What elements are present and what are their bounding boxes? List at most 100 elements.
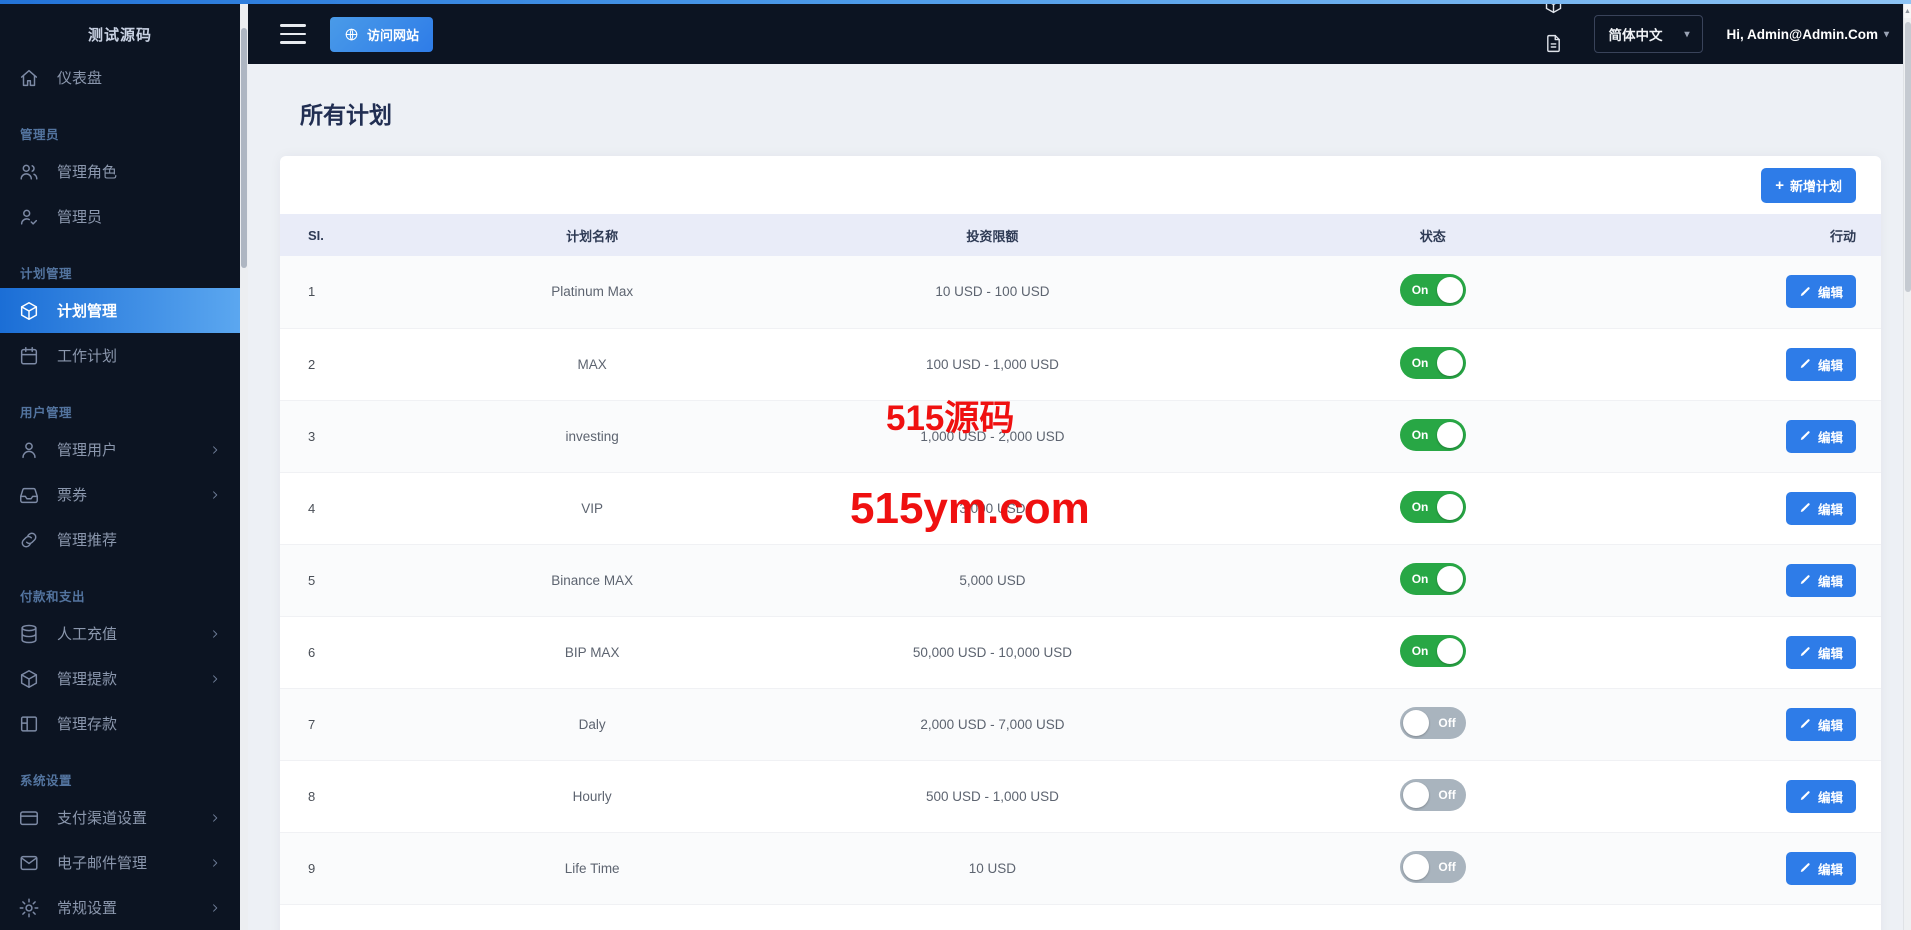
status-toggle[interactable]: Off [1399, 778, 1466, 811]
sidebar-section-label: 系统设置 [20, 774, 73, 788]
cell-investment-limit: 5,000 USD [776, 544, 1209, 617]
sidebar-scrollbar-thumb[interactable] [241, 28, 247, 268]
globe-icon [344, 27, 359, 42]
chevron-right-icon [208, 443, 222, 457]
cell-plan-name: Platinum Max [408, 256, 777, 329]
page-title: 所有计划 [300, 102, 392, 128]
chevron-right-icon [208, 856, 222, 870]
page-scrollbar[interactable]: ▲ [1903, 4, 1911, 930]
edit-button[interactable]: 编辑 [1785, 851, 1856, 885]
pencil-icon [1799, 790, 1811, 802]
sidebar-item[interactable]: 管理用户 [0, 427, 240, 472]
sidebar-item-label: 电子邮件管理 [57, 855, 148, 872]
sidebar-item[interactable]: 计划管理 [0, 288, 240, 333]
menu-toggle-button[interactable] [280, 24, 306, 44]
cell-si: 1 [280, 256, 409, 329]
user-menu[interactable]: Hi, Admin@Admin.Com ▾ [1727, 27, 1889, 42]
cell-status: On [1208, 328, 1657, 401]
sidebar-item[interactable]: 工作计划 [0, 333, 240, 378]
status-toggle[interactable]: On [1399, 634, 1466, 667]
edit-button[interactable]: 编辑 [1785, 419, 1856, 453]
toggle-knob [1436, 493, 1463, 520]
edit-button[interactable]: 编辑 [1785, 491, 1856, 525]
cell-plan-name: BIP MAX [408, 616, 777, 689]
cell-action: 编辑 [1656, 256, 1881, 329]
cell-investment-limit: 50,000 USD - 10,000 USD [776, 616, 1209, 689]
pencil-icon [1799, 646, 1811, 658]
sidebar-item[interactable]: 管理提款 [0, 656, 240, 701]
cell-action: 编辑 [1656, 616, 1881, 689]
file-text-icon[interactable] [1543, 33, 1568, 54]
status-toggle[interactable]: On [1399, 346, 1466, 379]
status-toggle[interactable]: Off [1399, 850, 1466, 883]
sidebar-item[interactable]: 票券 [0, 472, 240, 517]
table-row: 5 Binance MAX 5,000 USD On 编辑 [280, 544, 1881, 617]
edit-button-label: 编辑 [1817, 790, 1843, 805]
page-scrollbar-thumb[interactable] [1905, 22, 1911, 292]
visit-site-button[interactable]: 访问网站 [330, 16, 434, 52]
language-select[interactable]: 简体中文 ▾ [1593, 15, 1703, 53]
add-plan-label: 新增计划 [1789, 178, 1842, 194]
scroll-up-arrow[interactable]: ▲ [1904, 4, 1911, 18]
sidebar-item[interactable]: 常规设置 [0, 885, 240, 930]
toggle-state-label: On [1411, 499, 1429, 514]
toggle-knob [1402, 781, 1429, 808]
cell-si: 3 [280, 400, 409, 473]
sidebar-section-label: 管理员 [20, 128, 60, 142]
sidebar-item[interactable]: 电子邮件管理 [0, 840, 240, 885]
header-limit: 投资限额 [776, 214, 1209, 256]
pencil-icon [1799, 718, 1811, 730]
sidebar-item[interactable]: 管理角色 [0, 149, 240, 194]
table-row: 1 Platinum Max 10 USD - 100 USD On 编辑 [280, 256, 1881, 329]
edit-button[interactable]: 编辑 [1785, 635, 1856, 669]
cell-status: On [1208, 616, 1657, 689]
status-toggle[interactable]: On [1399, 562, 1466, 595]
cell-action: 编辑 [1656, 328, 1881, 401]
cell-status: On [1208, 400, 1657, 473]
brand-title: 测试源码 [87, 27, 152, 44]
status-toggle[interactable]: On [1399, 274, 1466, 307]
layout-icon [18, 713, 40, 735]
sidebar-scrollbar[interactable] [240, 4, 248, 930]
user-check-icon [18, 206, 40, 228]
table-row: 7 Daly 2,000 USD - 7,000 USD Off 编辑 [280, 688, 1881, 761]
table-row-partial [280, 904, 1881, 930]
sidebar-item[interactable]: 管理存款 [0, 701, 240, 746]
toggle-state-label: Off [1438, 715, 1456, 730]
edit-button[interactable]: 编辑 [1785, 275, 1856, 309]
sidebar-item[interactable]: 管理员 [0, 194, 240, 239]
status-toggle[interactable]: On [1399, 418, 1466, 451]
edit-button-label: 编辑 [1817, 502, 1843, 517]
home-icon [18, 67, 40, 89]
calendar-icon [18, 345, 40, 367]
sidebar-item[interactable]: 人工充值 [0, 611, 240, 656]
sidebar-item-label: 计划管理 [57, 303, 118, 320]
sidebar-section-label: 用户管理 [20, 406, 73, 420]
status-toggle[interactable]: On [1399, 490, 1466, 523]
add-plan-button[interactable]: + 新增计划 [1761, 167, 1856, 203]
cell-si: 6 [280, 616, 409, 689]
cell-status: On [1208, 256, 1657, 329]
cell-investment-limit: 500 USD - 1,000 USD [776, 760, 1209, 833]
edit-button[interactable]: 编辑 [1785, 707, 1856, 741]
top-accent-bar [0, 0, 1911, 4]
edit-button[interactable]: 编辑 [1785, 347, 1856, 381]
edit-button[interactable]: 编辑 [1785, 563, 1856, 597]
sidebar-item[interactable]: 仪表盘 [0, 55, 240, 100]
sidebar-item[interactable]: 管理推荐 [0, 517, 240, 562]
cell-si: 4 [280, 472, 409, 545]
toggle-knob [1436, 565, 1463, 592]
sidebar-section-label: 付款和支出 [20, 590, 86, 604]
edit-button-label: 编辑 [1817, 718, 1843, 733]
edit-button[interactable]: 编辑 [1785, 779, 1856, 813]
cell-action: 编辑 [1656, 760, 1881, 833]
toggle-knob [1436, 349, 1463, 376]
cell-status: Off [1208, 832, 1657, 905]
sidebar-item[interactable]: 支付渠道设置 [0, 795, 240, 840]
visit-site-label: 访问网站 [367, 27, 420, 43]
cell-plan-name: Binance MAX [408, 544, 777, 617]
cell-plan-name: VIP [408, 472, 777, 545]
toggle-state-label: On [1411, 427, 1429, 442]
cell-investment-limit: 10 USD - 100 USD [776, 256, 1209, 329]
status-toggle[interactable]: Off [1399, 706, 1466, 739]
